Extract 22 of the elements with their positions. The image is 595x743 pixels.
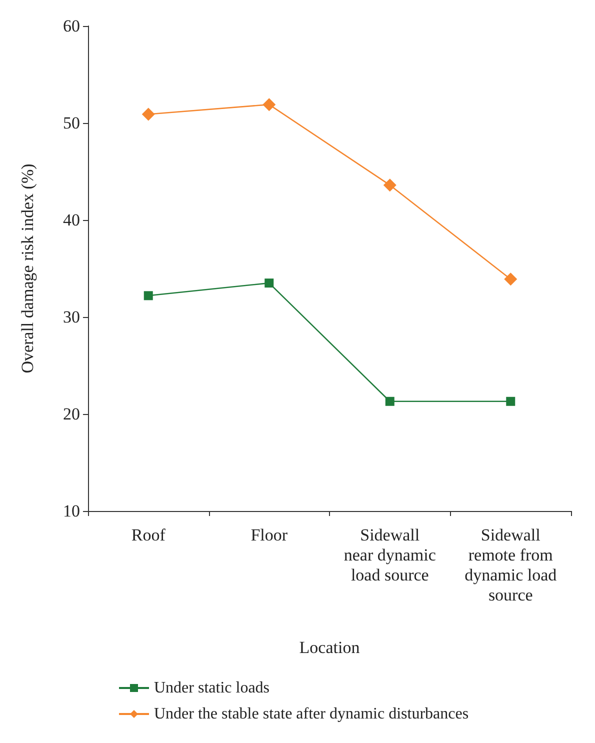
y-tick-label: 20: [63, 404, 80, 424]
point: [264, 278, 274, 288]
legend-label: Under static loads: [154, 680, 270, 696]
x-tick-label: Sidewall remote from dynamic load source: [464, 526, 558, 604]
y-tick-label: 50: [63, 114, 80, 132]
point: [262, 98, 276, 112]
point: [383, 178, 396, 192]
x-tick-label: Sidewall near dynamic load source: [344, 526, 436, 584]
point: [506, 396, 516, 406]
legend-label: Under the stable state after dynamic disturbances: [154, 706, 469, 722]
y-axis-title: Overall damage risk index (%): [18, 164, 37, 374]
y-tick-label: 10: [63, 502, 80, 520]
x-axis-title: Location: [299, 638, 360, 657]
x-tick-label: Floor: [250, 526, 288, 544]
point: [144, 291, 153, 300]
y-tick-label: 40: [63, 210, 80, 230]
point: [385, 396, 394, 406]
point: [504, 272, 518, 286]
y-tick-label: 30: [63, 308, 80, 326]
point: [142, 108, 155, 121]
y-tick-label: 60: [63, 16, 80, 36]
x-tick-label: Roof: [131, 526, 166, 544]
